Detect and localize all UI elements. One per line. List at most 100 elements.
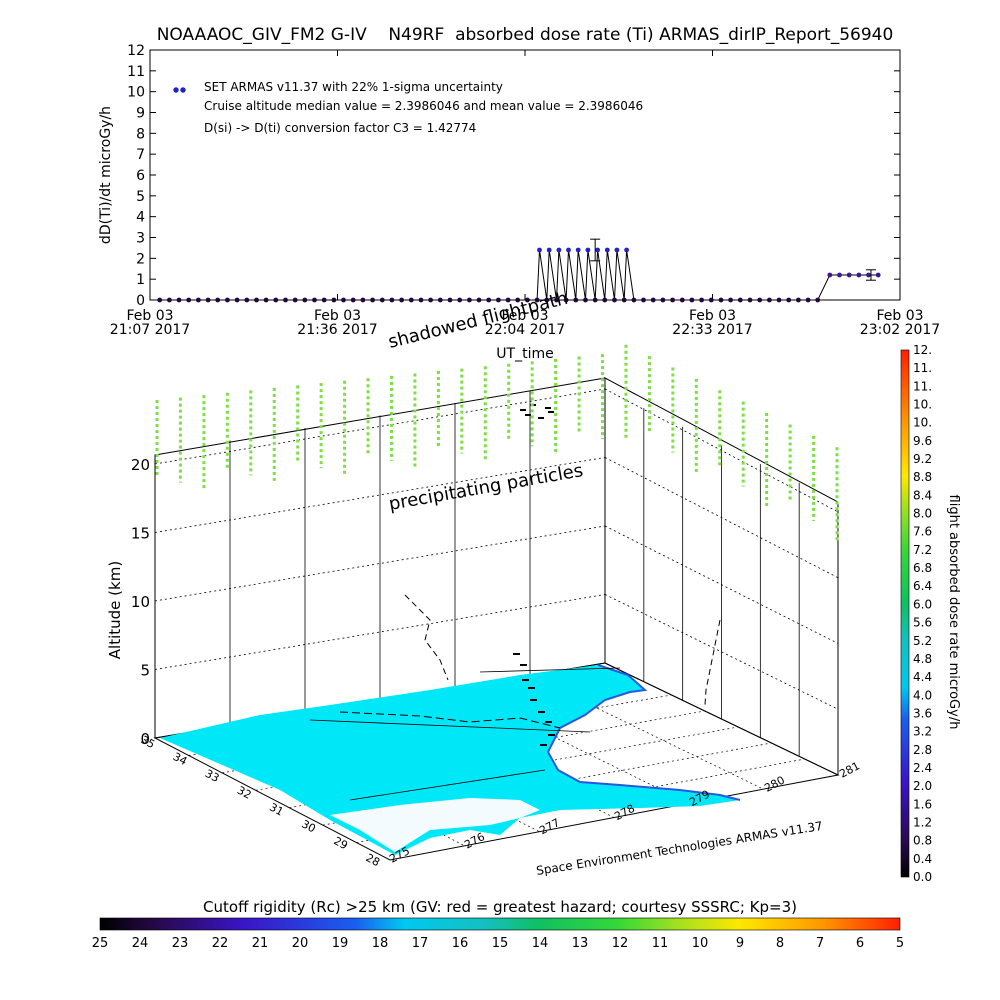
dose-colorbar-tick: 4.4: [913, 670, 932, 684]
flightpath-3d: [404, 594, 449, 681]
flightpath-ground: [339, 711, 561, 729]
state-border-2: [349, 769, 546, 801]
series-point: [370, 297, 375, 303]
series-point: [631, 297, 637, 303]
rigidity-colorbar-tick: 21: [252, 936, 269, 951]
dose-colorbar-tick: 7.6: [913, 525, 932, 539]
series-point: [408, 297, 414, 303]
series-point: [650, 297, 656, 303]
series-point: [225, 297, 230, 303]
series-point: [612, 297, 617, 303]
lon-tick-label: 280: [762, 773, 787, 794]
series-point: [312, 297, 317, 303]
rigidity-colorbar-tick: 8: [776, 936, 784, 951]
dose-colorbar-tick: 2.8: [913, 743, 932, 757]
legend-entry: SET ARMAS v11.37 with 22% 1-sigma uncert…: [204, 80, 503, 94]
series-point: [573, 297, 579, 303]
dose-colorbar-tick: 6.4: [913, 579, 932, 593]
y-tick-label: 10: [127, 85, 145, 101]
series-point: [796, 297, 801, 303]
lon-tick-label: 277: [537, 816, 562, 837]
series-point: [515, 297, 521, 303]
lon-tick-label: 276: [462, 830, 487, 851]
series-point: [786, 297, 792, 303]
dose-colorbar-tick: 0.8: [913, 834, 932, 848]
x-tick-date: Feb 03: [501, 308, 548, 324]
series-point: [341, 297, 346, 303]
series-point: [827, 272, 833, 278]
series-point: [215, 297, 221, 303]
y-tick-label: 9: [136, 106, 145, 122]
series-point: [546, 247, 552, 253]
z-tick-label: 5: [140, 661, 150, 679]
series-point: [554, 297, 559, 303]
y-tick-label: 12: [127, 43, 145, 59]
rigidity-colorbar-tick: 15: [492, 936, 509, 951]
y-tick-label: 4: [136, 210, 145, 226]
dose-colorbar-label: flight absorbed dose rate microGy/h: [946, 495, 961, 730]
dose-colorbar-ticks: 0.0 0.4 0.8 1.2 1.6 2.0 2.4 2.8 3.2 3.6 4.0 4.4 4.8 5…: [913, 343, 932, 884]
series-point: [496, 297, 501, 303]
y-tick-label: 2: [136, 251, 145, 267]
dose-colorbar-tick: 5.6: [913, 616, 932, 630]
state-border: [309, 719, 591, 733]
legend-conversion-text: D(si) -> D(ti) conversion factor C3 = 1.…: [204, 121, 476, 135]
series-point: [476, 297, 482, 303]
dose-colorbar-tick: 11.: [913, 379, 932, 393]
series-point: [544, 297, 550, 303]
z-axis-ticks: 0 5 10 15 20: [131, 456, 150, 748]
series-point: [602, 297, 608, 303]
series-point: [621, 297, 627, 303]
y-tick-label: 6: [136, 168, 145, 184]
legend-marker-2: [180, 87, 186, 93]
series-point: [389, 297, 395, 303]
series-point: [679, 297, 685, 303]
rigidity-colorbar-tick: 6: [856, 936, 864, 951]
series-point: [437, 297, 443, 303]
dose-colorbar-tick: 3.6: [913, 706, 932, 720]
dose-colorbar-gradient: [900, 349, 910, 878]
series-point: [556, 247, 562, 253]
state-border-3: [479, 667, 621, 673]
series-point: [350, 297, 356, 303]
series-point: [699, 297, 704, 303]
series-point: [604, 247, 610, 253]
z-tick-label: 20: [131, 456, 150, 474]
lat-tick-label: 30: [299, 817, 317, 835]
series-point: [776, 297, 782, 303]
x-tick-time: 21:07 2017: [110, 322, 190, 338]
x-tick-time: 22:04 2017: [485, 322, 565, 338]
series-point: [585, 247, 591, 253]
series-point: [537, 247, 542, 253]
rigidity-colorbar-tick: 13: [572, 936, 589, 951]
z-axis-label: Altitude (km): [106, 561, 124, 659]
annotation-precipitating: precipitating particles: [387, 460, 584, 515]
series-point: [302, 297, 308, 303]
dose-colorbar-tick: 1.2: [913, 815, 932, 829]
series-point: [805, 297, 811, 303]
series-point: [718, 297, 724, 303]
lat-tick-label: 33: [203, 767, 221, 785]
series-point: [283, 297, 288, 303]
series-point: [856, 272, 862, 278]
series-point: [418, 297, 424, 303]
y-tick-label: 0: [136, 293, 145, 309]
coastline: [547, 751, 741, 801]
dose-colorbar-tick: 4.0: [913, 688, 932, 702]
floor-grid-line: [454, 687, 689, 804]
series-point: [525, 297, 530, 303]
credit-text: Space Environment Technologies ARMAS v11…: [535, 819, 823, 878]
rigidity-colorbar-tick: 19: [332, 936, 349, 951]
dose-colorbar-tick: 2.0: [913, 779, 932, 793]
series-point: [737, 297, 743, 303]
dose-colorbar-tick: 3.2: [913, 725, 932, 739]
series-point: [670, 297, 675, 303]
series-point: [331, 297, 337, 303]
series-point: [583, 297, 588, 303]
flightpath-3d-right: [704, 619, 721, 706]
time-series-plot: NOAAAOC_GIV_FM2 G-IV N49RF absorbed dose…: [98, 25, 940, 362]
legend-marker: [173, 87, 179, 93]
